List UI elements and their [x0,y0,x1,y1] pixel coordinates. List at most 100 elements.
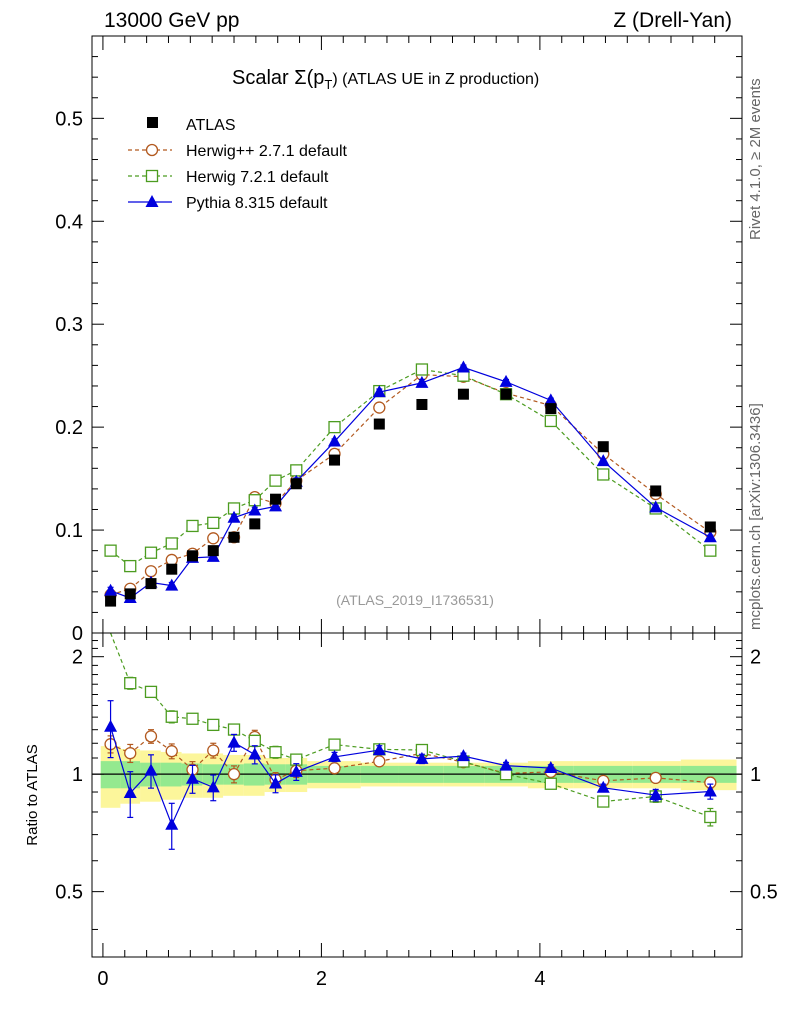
main-point-atlas [249,518,261,530]
ratio-point-pythia [144,763,158,776]
main-point-pythia [165,578,179,591]
mcplots-label: mcplots.cern.ch [arXiv:1306.3436] [747,403,764,630]
ratio-point-herwig7 [124,677,137,690]
ratio-point-pythia [186,771,200,784]
main-point-pythia [596,454,610,467]
chart-title: Scalar Σ(pT) (ATLAS UE in Z production) [232,67,539,92]
main-point-herwig7 [544,414,557,428]
main-point-herwigpp [207,532,220,545]
main-point-atlas [373,418,385,430]
ratio-point-herwigpp [328,762,341,775]
process-label: Z (Drell-Yan) [613,9,732,32]
main-point-pythia [104,583,118,596]
main-ytick-label: 0.3 [55,314,83,336]
main-point-pythia [269,499,283,512]
ratio-point-herwig7 [328,738,341,751]
ratio-point-pythia [544,761,558,774]
main-point-atlas [704,521,716,533]
ratio-ytick-label-right: 2 [750,647,761,669]
ratio-point-herwig7 [144,685,158,699]
main-point-atlas [650,485,662,497]
ratio-frame [91,632,743,958]
main-point-atlas [545,403,557,415]
main-point-herwig7 [328,420,341,434]
ratio-point-herwigpp [165,745,178,758]
ratio-point-pythia [165,817,179,830]
legend-label-herwigpp: Herwig++ 2.7.1 default [186,143,348,160]
main-point-pythia [703,530,717,543]
ratio-point-herwig7 [597,795,610,808]
main-point-atlas [500,388,512,400]
ratio-point-herwig7 [544,777,557,790]
ratio-point-herwig7 [248,734,261,748]
ratio-point-herwigpp [144,730,158,743]
main-series-layer [104,360,717,607]
ratio-point-pythia [456,749,470,762]
ratio-point-pythia [104,719,118,732]
main-point-atlas [457,388,469,400]
legend: ATLAS Herwig++ 2.7.1 default Herwig 7.2.… [128,117,348,212]
xtick-label: 0 [97,968,108,990]
ratio-point-pythia [372,743,386,756]
main-point-herwig7 [144,546,158,559]
legend-label-pythia: Pythia 8.315 default [186,195,328,212]
main-point-herwig7 [186,519,199,533]
legend-marker-pythia [145,195,159,207]
main-line-herwig7 [110,368,711,567]
main-point-atlas [187,550,199,562]
ratio-point-herwigpp [373,755,386,768]
main-ytick-label: 0.5 [55,108,83,130]
ratio-series-layer [104,632,717,850]
ratio-point-pythia [499,758,513,771]
main-point-herwig7 [124,559,137,573]
main-point-atlas [145,578,157,590]
ratio-point-pythia [269,776,283,789]
main-ytick-label: 0.1 [55,520,83,542]
ratio-point-pythia [328,749,342,762]
main-point-herwig7 [207,516,220,530]
main-point-pythia [499,374,513,387]
main-point-herwig7 [415,363,429,376]
main-panel: 0.1 0.2 0.3 0.4 0.5 0 Scalar Σ(pT) (ATLAS UE … [55,35,743,645]
legend-label-herwig7: Herwig 7.2.1 default [186,169,329,186]
main-point-herwig7 [704,544,717,557]
main-point-atlas [290,478,302,490]
ratio-point-pythia [415,751,429,764]
main-point-atlas [597,441,609,453]
main-point-atlas [228,531,240,543]
main-point-pythia [328,434,342,447]
main-ytick-label: 0.2 [55,417,83,439]
ratio-axes: 0 2 4 0.5 0.5 1 1 2 2 [55,633,778,990]
ratio-point-pythia [649,788,663,801]
main-point-pythia [415,375,429,388]
legend-marker-atlas [147,117,158,128]
ratio-point-herwigpp [124,747,137,760]
main-axes: 0.1 0.2 0.3 0.4 0.5 0 [55,36,742,645]
main-point-herwig7 [165,537,178,550]
main-point-atlas [207,545,219,557]
main-point-herwig7 [104,544,117,557]
main-line-herwigpp [110,374,711,596]
rivet-label: Rivet 4.1.0, ≥ 2M events [747,78,764,240]
legend-marker-herwigpp [145,143,159,157]
ratio-ytick-label-right: 0.5 [750,882,778,904]
ratio-ytick-label-right: 1 [750,764,761,786]
main-point-atlas [416,398,428,410]
ratio-point-pythia [289,764,303,777]
legend-marker-herwig7 [145,169,159,183]
main-ytick-label-zero: 0 [72,623,83,645]
ratio-point-herwigpp [207,744,220,757]
ratio-ytick-label-left: 0.5 [55,882,83,904]
ratio-point-herwig7 [269,746,282,759]
legend-label-atlas: ATLAS [186,117,236,134]
main-point-pythia [649,500,663,513]
ratio-point-pythia [123,786,137,799]
ratio-ytick-label-left: 1 [72,764,83,786]
main-line-pythia [110,366,711,599]
ratio-point-pythia [248,747,262,760]
main-point-herwigpp [373,401,386,414]
ratio-ytick-label-left: 2 [72,647,83,669]
ratio-point-pythia [596,780,610,793]
main-point-pythia [227,510,241,523]
